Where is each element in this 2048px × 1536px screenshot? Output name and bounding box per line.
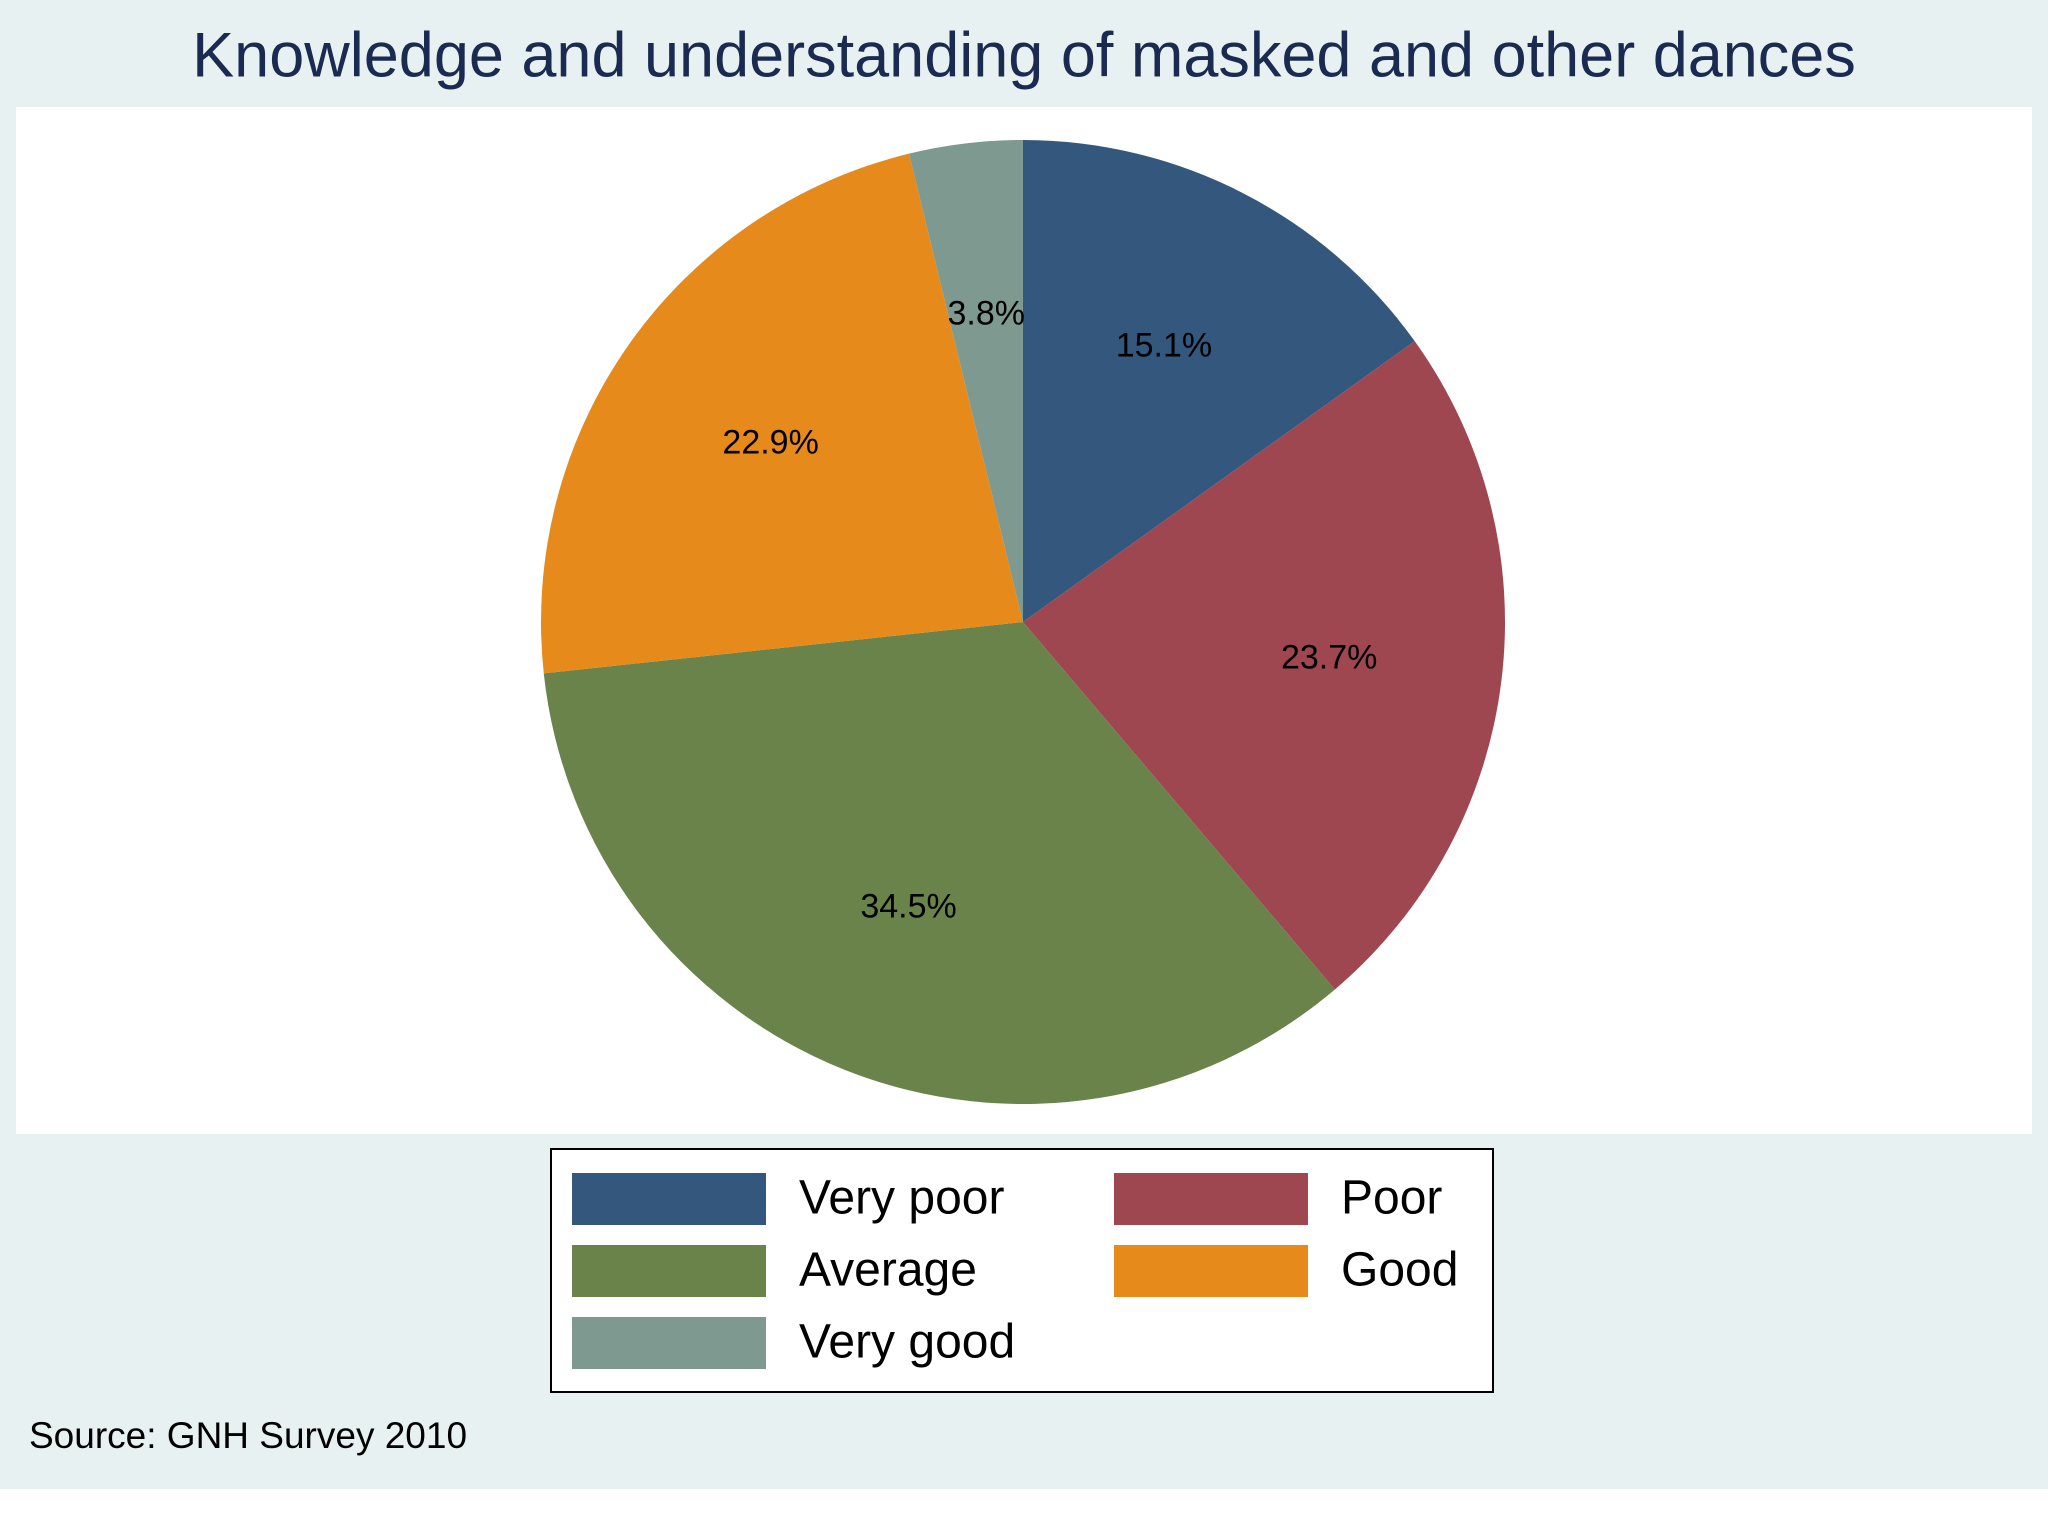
- legend-swatch: [572, 1245, 766, 1297]
- slice-label: 22.9%: [722, 424, 818, 462]
- pie-slice: [1023, 140, 1415, 622]
- legend-label: Good: [1341, 1244, 1458, 1297]
- source-note: Source: GNH Survey 2010: [29, 1415, 467, 1456]
- legend-swatch: [572, 1317, 766, 1369]
- legend-label: Very poor: [799, 1172, 1004, 1225]
- slice-label: 3.8%: [948, 295, 1026, 333]
- slice-label: 34.5%: [860, 887, 956, 925]
- legend-label: Very good: [799, 1316, 1015, 1369]
- legend-swatch: [572, 1173, 766, 1225]
- pie-slice: [543, 622, 1335, 1104]
- bottom-strip: [0, 1489, 2048, 1536]
- legend-swatch: [1114, 1245, 1308, 1297]
- legend-label: Poor: [1341, 1172, 1442, 1225]
- legend-label: Average: [799, 1244, 977, 1297]
- slice-label: 15.1%: [1116, 327, 1212, 365]
- legend-swatch: [1114, 1173, 1308, 1225]
- pie-slice: [541, 153, 1023, 674]
- pie-slice: [1023, 341, 1505, 990]
- slice-label: 23.7%: [1281, 639, 1377, 677]
- chart-title: Knowledge and understanding of masked an…: [192, 21, 1856, 91]
- pie-slice: [909, 140, 1023, 622]
